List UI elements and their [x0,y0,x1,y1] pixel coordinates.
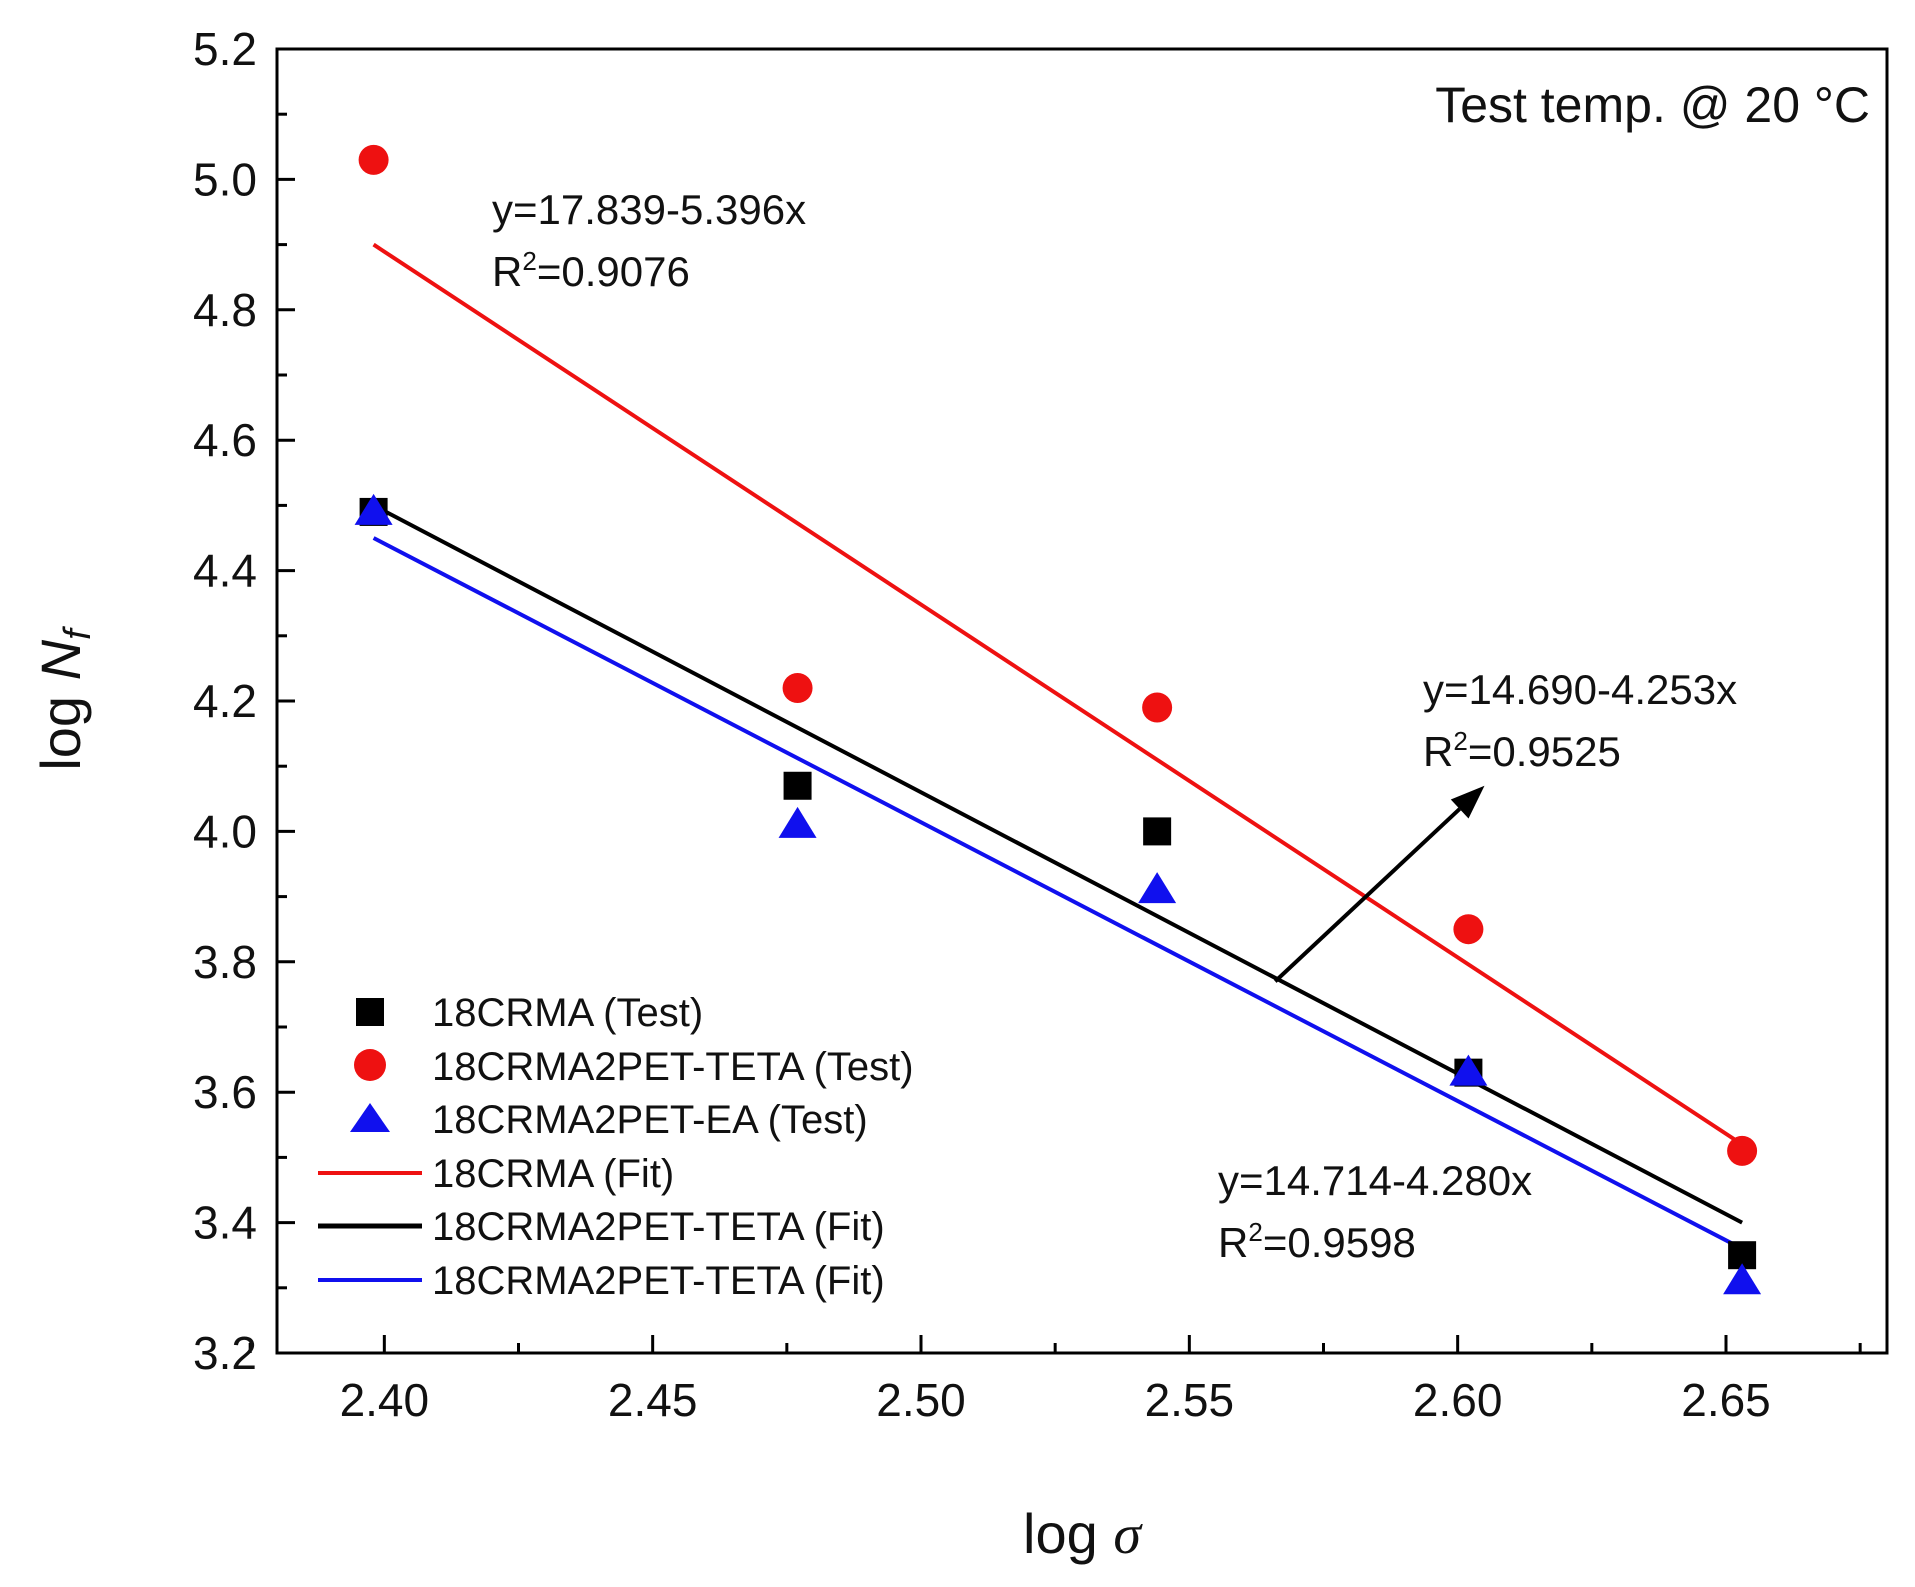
triangle-marker [1449,1054,1488,1086]
annotation-blue-fit: y=14.714-4.280x R2=0.9598 [1218,1157,1532,1266]
legend-item-18crma-test: 18CRMA (Test) [356,991,703,1035]
y-tick-label: 3.6 [193,1066,257,1118]
y-tick-label: 4.6 [193,414,257,466]
legend-item-18crma2pet-teta-test: 18CRMA2PET-TETA (Test) [354,1045,914,1089]
fit-line [372,503,1744,1225]
x-tick-label: 2.50 [876,1374,966,1426]
arrow-head [1450,785,1485,819]
legend-item-18crma-fit: 18CRMA (Fit) [318,1152,674,1196]
circle-marker [1453,914,1484,945]
annotation-red-fit: y=17.839-5.396x R2=0.9076 [492,186,806,295]
y-axis-title: log Nf [29,626,99,771]
legend-label: 18CRMA (Fit) [432,1152,674,1196]
square-marker [1143,817,1172,846]
y-tick-label: 3.8 [193,936,257,988]
legend-square-marker [356,998,384,1026]
y-tick-label: 3.2 [193,1327,257,1379]
x-tick-label: 2.40 [340,1374,430,1426]
arrow-shaft [1273,807,1462,983]
red-fit-r2: R2=0.9076 [492,246,690,295]
legend-item-18crma2pet-teta-fit-blue: 18CRMA2PET-TETA (Fit) [318,1259,885,1303]
y-tick-label: 4.8 [193,284,257,336]
legend-triangle-marker [350,1103,390,1132]
data-markers [354,144,1762,1295]
x-tick-label: 2.65 [1681,1374,1771,1426]
legend-label: 18CRMA2PET-TETA (Fit) [432,1259,885,1303]
legend: 18CRMA (Test) 18CRMA2PET-TETA (Test) 18C… [318,991,914,1303]
legend-label: 18CRMA2PET-TETA (Test) [432,1045,914,1089]
legend-item-18crma2pet-teta-fit-black: 18CRMA2PET-TETA (Fit) [318,1205,885,1249]
fit-line [372,242,1744,1147]
triangle-marker [354,493,393,525]
x-axis-title: log σ [1023,1502,1143,1566]
legend-item-18crma2pet-ea-test: 18CRMA2PET-EA (Test) [350,1098,868,1142]
legend-label: 18CRMA2PET-TETA (Fit) [432,1205,885,1249]
triangle-marker [778,806,817,838]
circle-marker [358,144,389,175]
legend-label: 18CRMA2PET-EA (Test) [432,1098,868,1142]
y-tick-label: 4.2 [193,675,257,727]
y-tick-label: 4.0 [193,805,257,857]
x-tick-label: 2.45 [608,1374,698,1426]
blue-fit-equation: y=14.714-4.280x [1218,1157,1532,1204]
y-tick-label: 3.4 [193,1197,257,1249]
square-marker [783,771,812,800]
x-tick-label: 2.55 [1145,1374,1235,1426]
fit-line [372,536,1744,1251]
circle-marker [1142,692,1173,723]
arrow-annotation [1273,785,1485,983]
annotation-black-fit: y=14.690-4.253x R2=0.9525 [1423,666,1737,775]
y-tick-label: 4.4 [193,545,257,597]
annotation-test-temp: Test temp. @ 20 °C [1435,77,1870,133]
y-tick-label: 5.0 [193,153,257,205]
legend-label: 18CRMA (Test) [432,991,703,1035]
triangle-marker [1723,1263,1762,1295]
axis-ticks: 2.40 2.45 2.50 2.55 2.60 2.65 3.2 3.4 3.6 3.8 4.0 4… [193,23,1862,1426]
black-fit-equation: y=14.690-4.253x [1423,666,1737,713]
x-tick-label: 2.60 [1413,1374,1503,1426]
circle-marker [782,672,813,703]
triangle-marker [1138,872,1177,904]
circle-marker [1727,1135,1758,1166]
legend-circle-marker [354,1049,386,1081]
y-tick-label: 5.2 [193,23,257,75]
black-fit-r2: R2=0.9525 [1423,726,1621,775]
blue-fit-r2: R2=0.9598 [1218,1217,1416,1266]
fit-lines [372,242,1744,1251]
red-fit-equation: y=17.839-5.396x [492,186,806,233]
